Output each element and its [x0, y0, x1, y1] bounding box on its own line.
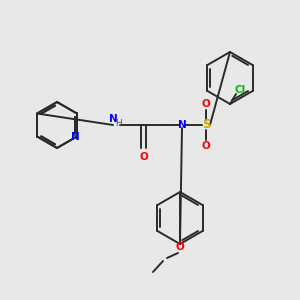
- Text: O: O: [202, 99, 210, 109]
- Text: N: N: [109, 114, 117, 124]
- Text: Cl: Cl: [234, 85, 246, 95]
- Text: O: O: [176, 242, 184, 252]
- Text: N: N: [70, 131, 79, 142]
- Text: O: O: [202, 141, 210, 151]
- Text: H: H: [115, 119, 122, 128]
- Text: S: S: [202, 118, 210, 131]
- Text: N: N: [178, 120, 186, 130]
- Text: O: O: [140, 152, 148, 162]
